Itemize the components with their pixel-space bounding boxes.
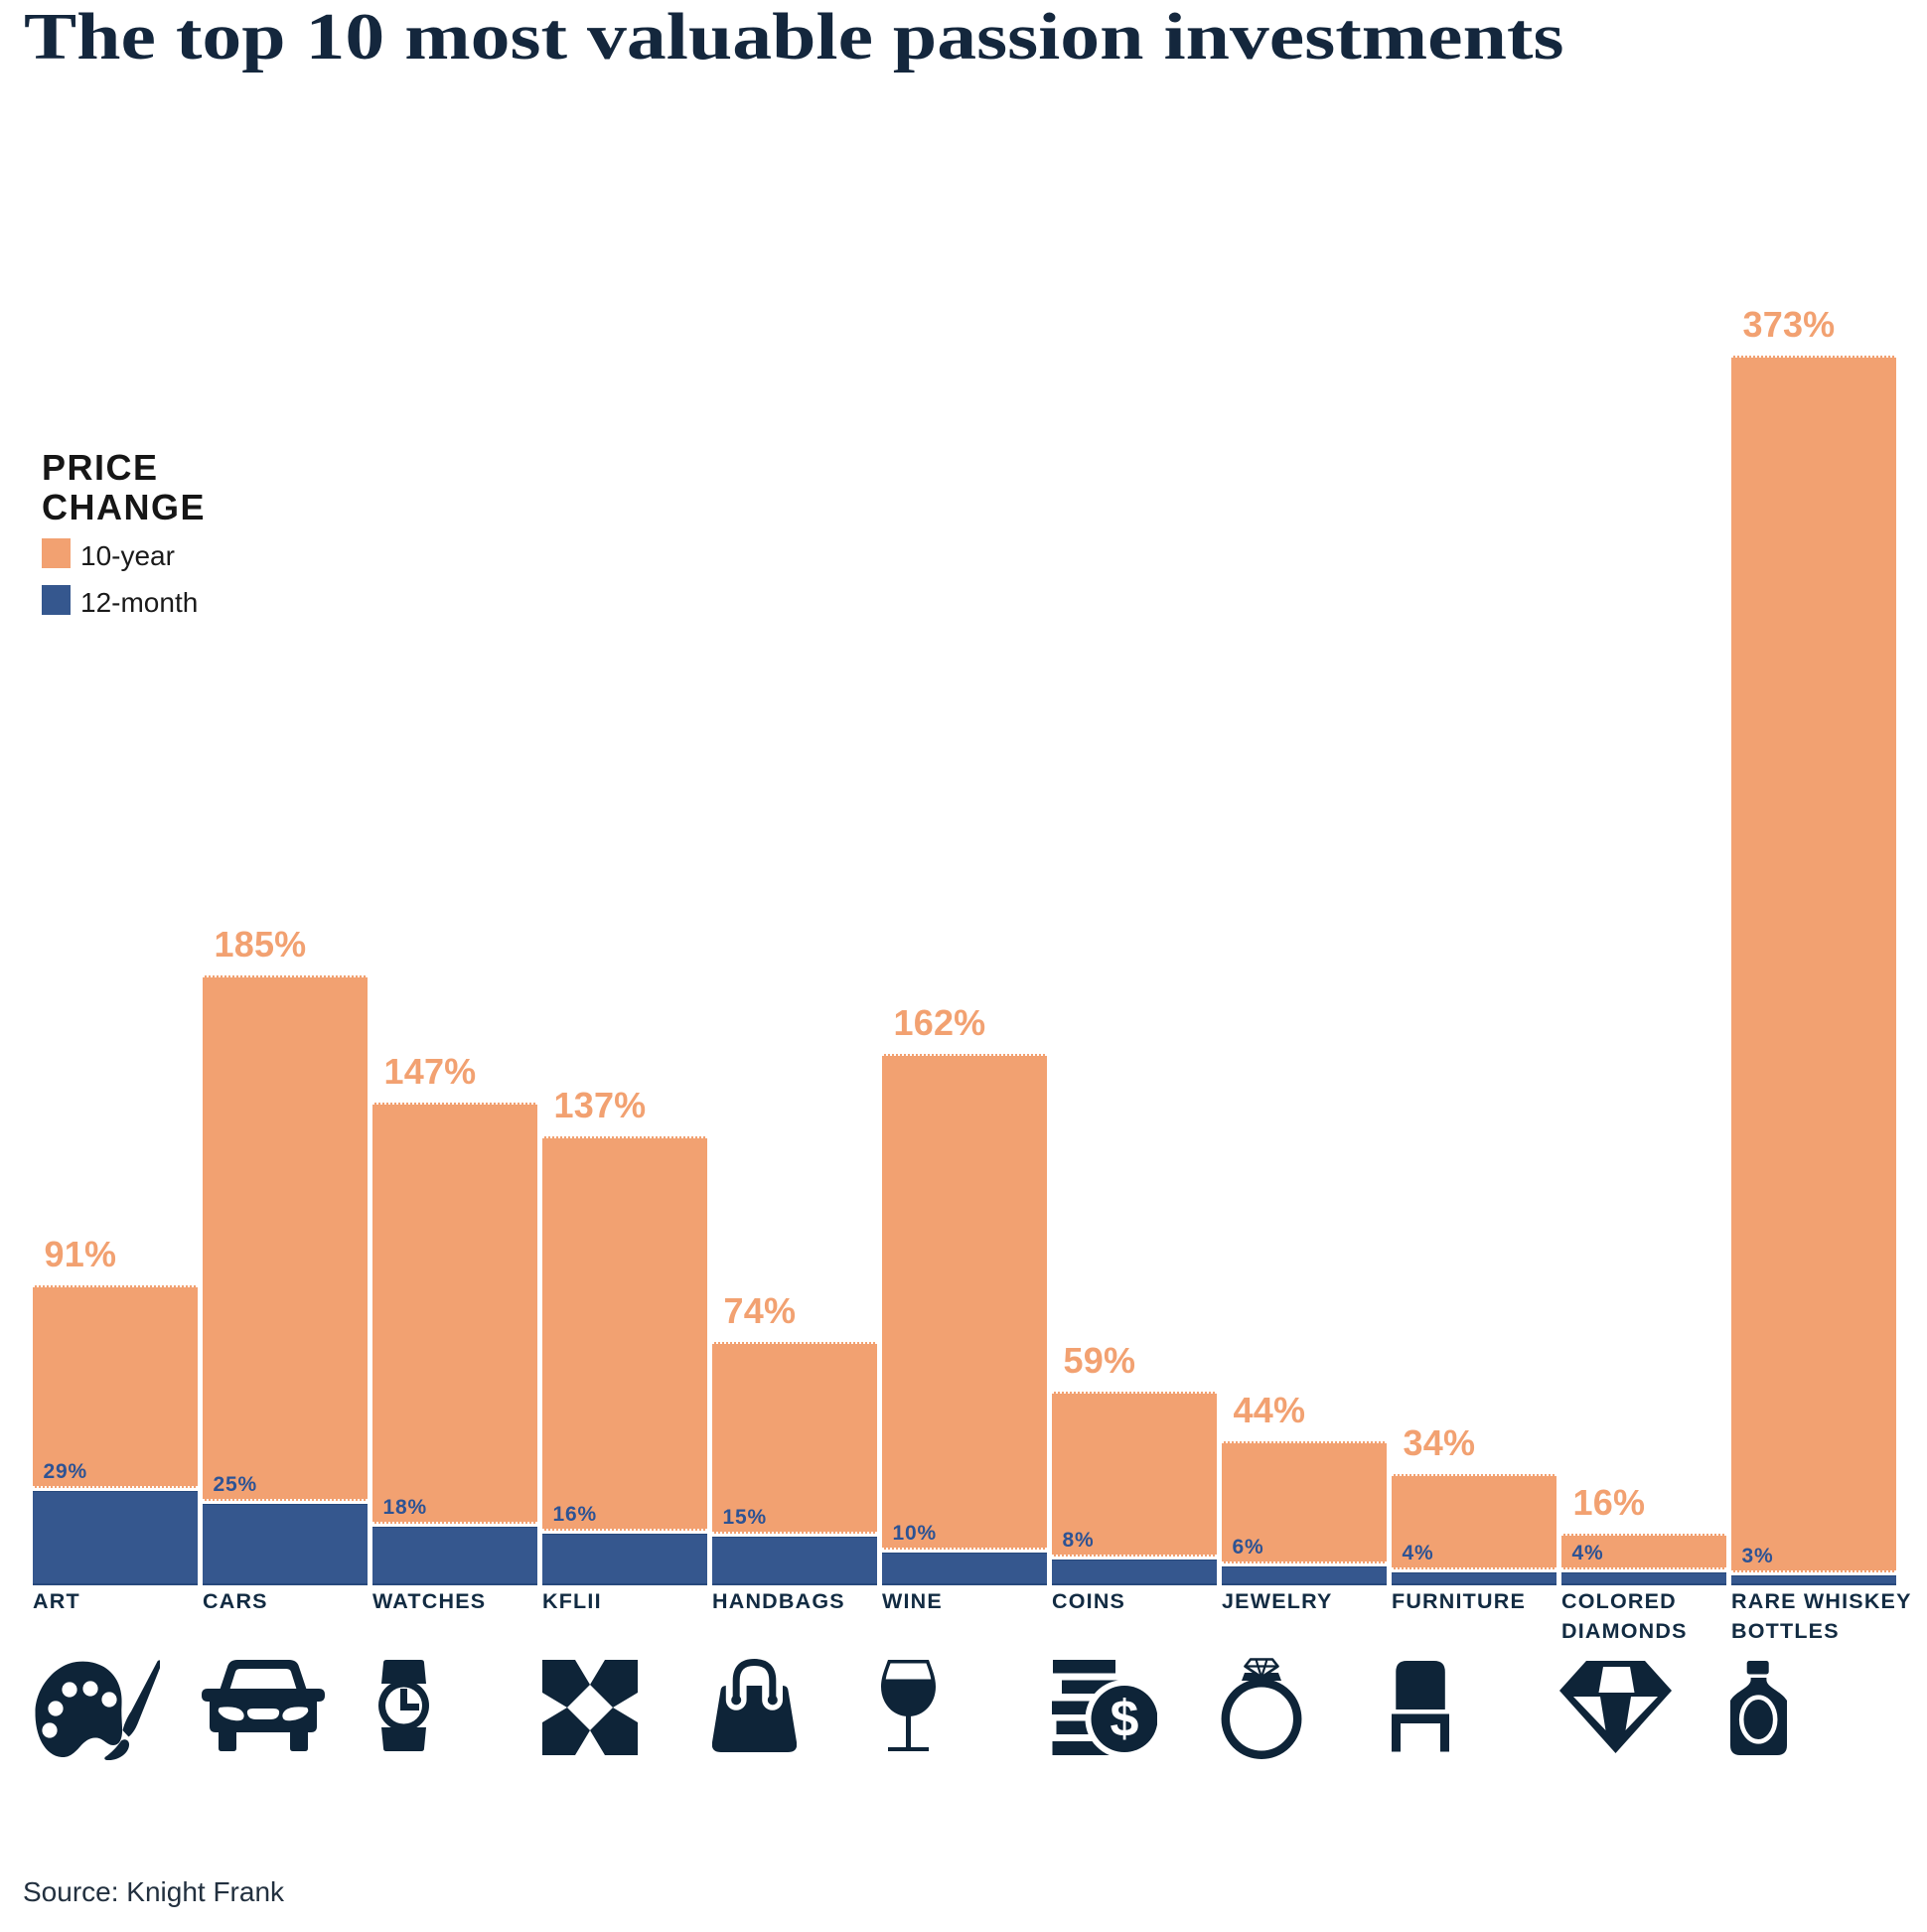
svg-text:$: $ (1111, 1691, 1139, 1748)
